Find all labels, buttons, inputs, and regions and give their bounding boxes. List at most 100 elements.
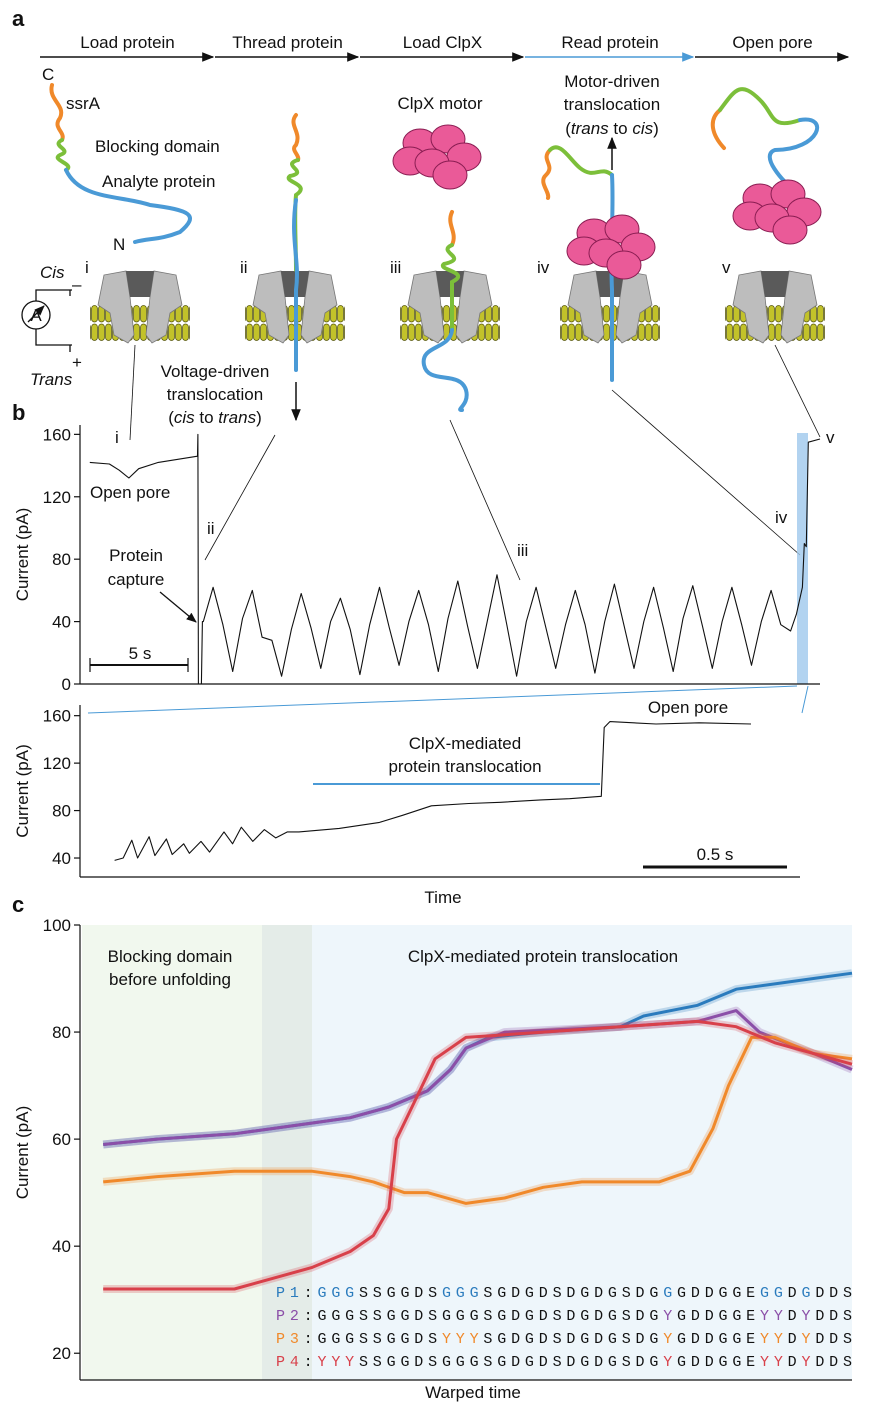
y-tick-label: 160 [43,425,71,444]
annotation: iv [775,508,788,527]
y-tick-label: 40 [52,849,71,868]
residues: Y [663,1308,672,1325]
residues: Y [663,1331,672,1348]
label: Cis [40,263,65,282]
label: Motor-driven [564,72,659,91]
step-label: Load protein [80,33,175,52]
label: ii [240,258,248,277]
residues: : [304,1354,313,1371]
residues: D [788,1331,797,1348]
label: Voltage-driven [161,362,270,381]
panel-label: b [12,400,25,425]
pore [724,270,826,344]
y-tick-label: 40 [52,1237,71,1256]
label: iii [390,258,401,277]
label: Trans [30,370,73,389]
residues: G [663,1285,672,1302]
residues: YYY [317,1354,354,1371]
residues: Y [663,1354,672,1371]
residues: YYY [442,1331,479,1348]
step-arrows: Load protein Thread protein Load ClpX Read … [40,33,850,62]
residues: SGDGDSDGDGSDG [483,1331,658,1348]
residues: DDS [815,1285,852,1302]
clpx [732,179,822,245]
highlight [797,433,808,684]
label: ClpX motor [397,94,482,113]
residues: DDS [815,1354,852,1371]
y-tick-label: 80 [52,802,71,821]
zoom-line [801,685,809,714]
label: iv [537,258,550,277]
y-tick-label: 20 [52,1344,71,1363]
annotation: Open pore [90,483,170,502]
annotation: v [826,428,835,447]
series-line [103,1035,853,1205]
y-tick-label: 80 [52,1023,71,1042]
annotation: protein translocation [388,757,541,776]
annotation: iii [517,541,528,560]
residues: DDS [815,1308,852,1325]
annotation: ii [207,519,215,538]
circuit [21,289,72,352]
y-tick-label: 40 [52,613,71,632]
label: i [85,258,89,277]
step-label: Open pore [732,33,812,52]
region-label: ClpX-mediated protein translocation [408,947,678,966]
annotation: capture [108,570,165,589]
x-axis-label: Time [424,888,461,907]
residues: G [801,1285,810,1302]
panel-label: a [12,6,25,31]
trace [89,433,821,685]
trace [114,721,752,861]
clpx [566,214,656,280]
membrane-pores [89,270,826,344]
series-line [103,1009,853,1146]
zoom-line [87,685,798,714]
region-label: Blocking domain before unfolding [108,947,233,989]
y-tick-label: 120 [43,488,71,507]
scale-label: 0.5 s [697,845,734,864]
label: Blocking domain [95,137,220,156]
label: Analyte protein [102,172,215,191]
diagram-labels: C ssrA Blocking domain Analyte protein N… [30,65,731,427]
y-tick-label: 100 [43,916,71,935]
y-tick-label: 60 [52,1130,71,1149]
plots: 0 40 80 120 160 Current (pA) 40 80 120 160 Current… [13,425,854,1381]
y-tick-label: 80 [52,550,71,569]
scale-bar [89,658,189,672]
arrow [159,591,197,623]
step-label: Load ClpX [403,33,482,52]
residues: : [304,1285,313,1302]
step-label: Thread protein [232,33,343,52]
pore [89,270,191,344]
y-axis-label: Current (pA) [13,744,32,838]
step-label: Read protein [561,33,658,52]
y-tick-label: 160 [43,707,71,726]
label: translocation [167,385,263,404]
x-axis-label: Warped time [425,1383,521,1402]
sign: + [72,353,82,372]
label: v [722,258,731,277]
annotation: ClpX-mediated [409,734,521,753]
region [82,925,262,1380]
annotation: Protein [109,546,163,565]
residues: GGG [442,1285,479,1302]
residues: D [788,1308,797,1325]
annotation: Open pore [648,698,728,717]
label: translocation [564,95,660,114]
label: (cis to trans) [168,408,262,427]
region [312,925,852,1380]
sequence: P1: GGG SSGGDS GGG SGDGDSDGDGSDG G GDDGGE GG D G D… [276,1285,852,1302]
region [262,925,312,1380]
residues: GGG [317,1285,354,1302]
residues: Y [801,1308,810,1325]
residues: D [788,1354,797,1371]
scale-label: 5 s [129,644,152,663]
annotation: i [115,428,119,447]
y-axis-label: Current (pA) [13,508,32,602]
connectors [129,344,821,581]
sign: – [72,275,82,294]
y-tick-label: 0 [62,675,71,694]
